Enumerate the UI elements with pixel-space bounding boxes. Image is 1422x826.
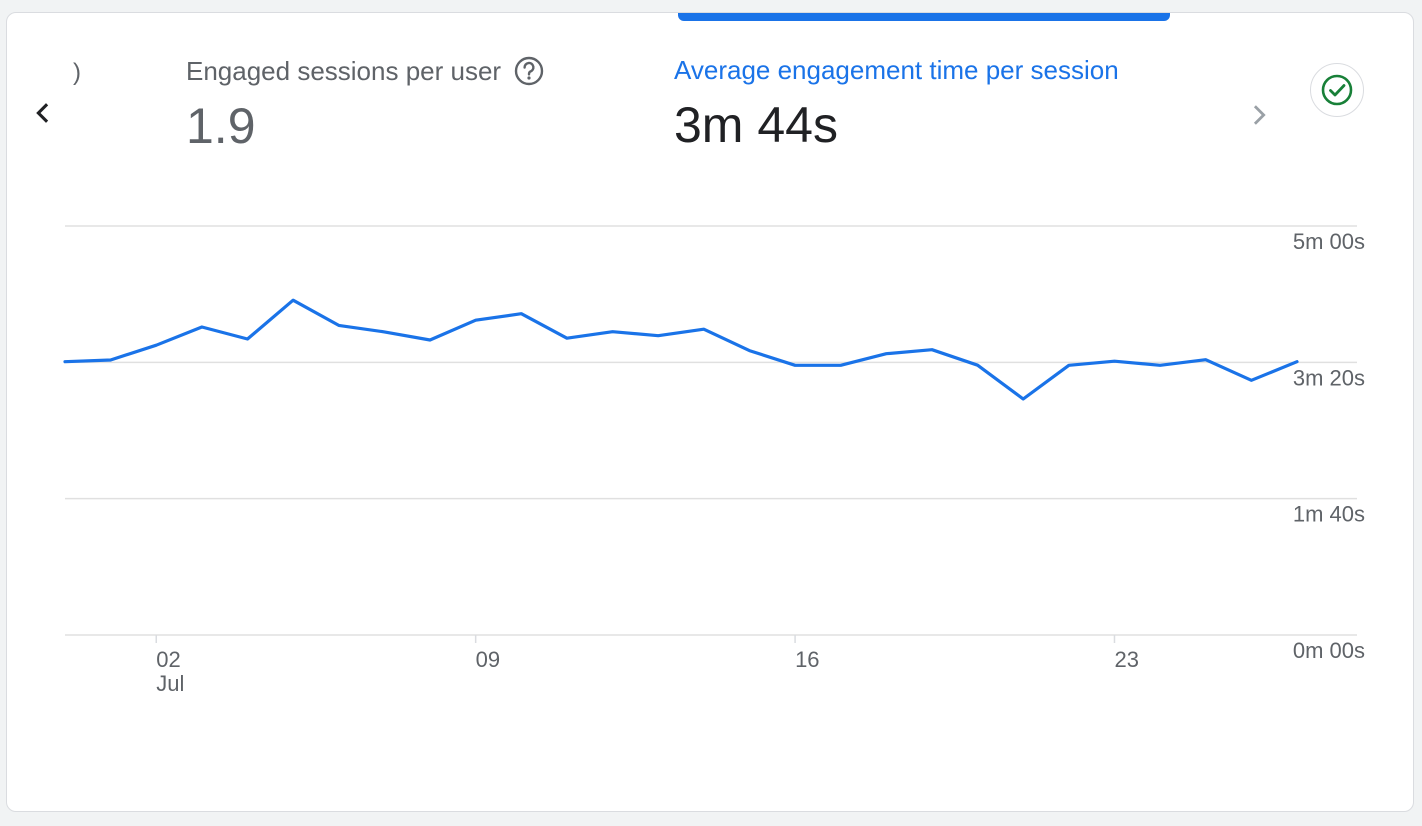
metric-engaged-sessions-per-user[interactable]: Engaged sessions per user 1.9: [186, 55, 545, 155]
x-tick-label: 09: [476, 647, 500, 672]
x-tick-label: 02: [156, 647, 180, 672]
series-line: [63, 298, 1299, 401]
status-check-button[interactable]: [1310, 63, 1364, 117]
y-tick-label: 1m 40s: [1293, 502, 1365, 527]
check-circle-icon: [1321, 74, 1353, 106]
help-circle-icon[interactable]: [513, 55, 545, 87]
x-tick-label: 23: [1114, 647, 1138, 672]
next-metrics-button[interactable]: [1241, 97, 1277, 133]
metric-value: 3m 44s: [674, 97, 838, 153]
metric-label: Average engagement time per session: [674, 55, 1119, 85]
x-tick-label: 16: [795, 647, 819, 672]
metric-label-wrapper: Engaged sessions per user: [186, 55, 545, 87]
chevron-right-icon: [1253, 105, 1266, 125]
metric-avg-engagement-time[interactable]: Average engagement time per session 3m 4…: [674, 55, 1119, 154]
metric-label-wrapper: Average engagement time per session: [674, 55, 1119, 86]
metric-label: Engaged sessions per user: [186, 55, 502, 86]
y-tick-label: 3m 20s: [1293, 365, 1365, 390]
partial-metric-fragment: ): [73, 59, 81, 86]
y-tick-label: 0m 00s: [1293, 638, 1365, 663]
chevron-left-icon: [36, 103, 49, 123]
prev-metrics-button[interactable]: [25, 95, 61, 131]
selected-tab-indicator: [678, 13, 1170, 21]
metric-value: 1.9: [186, 98, 256, 154]
y-tick-label: 5m 00s: [1293, 229, 1365, 254]
x-tick-sublabel: Jul: [156, 671, 184, 696]
metric-card: ) Engaged sessions per user 1.9 Average …: [6, 12, 1414, 812]
